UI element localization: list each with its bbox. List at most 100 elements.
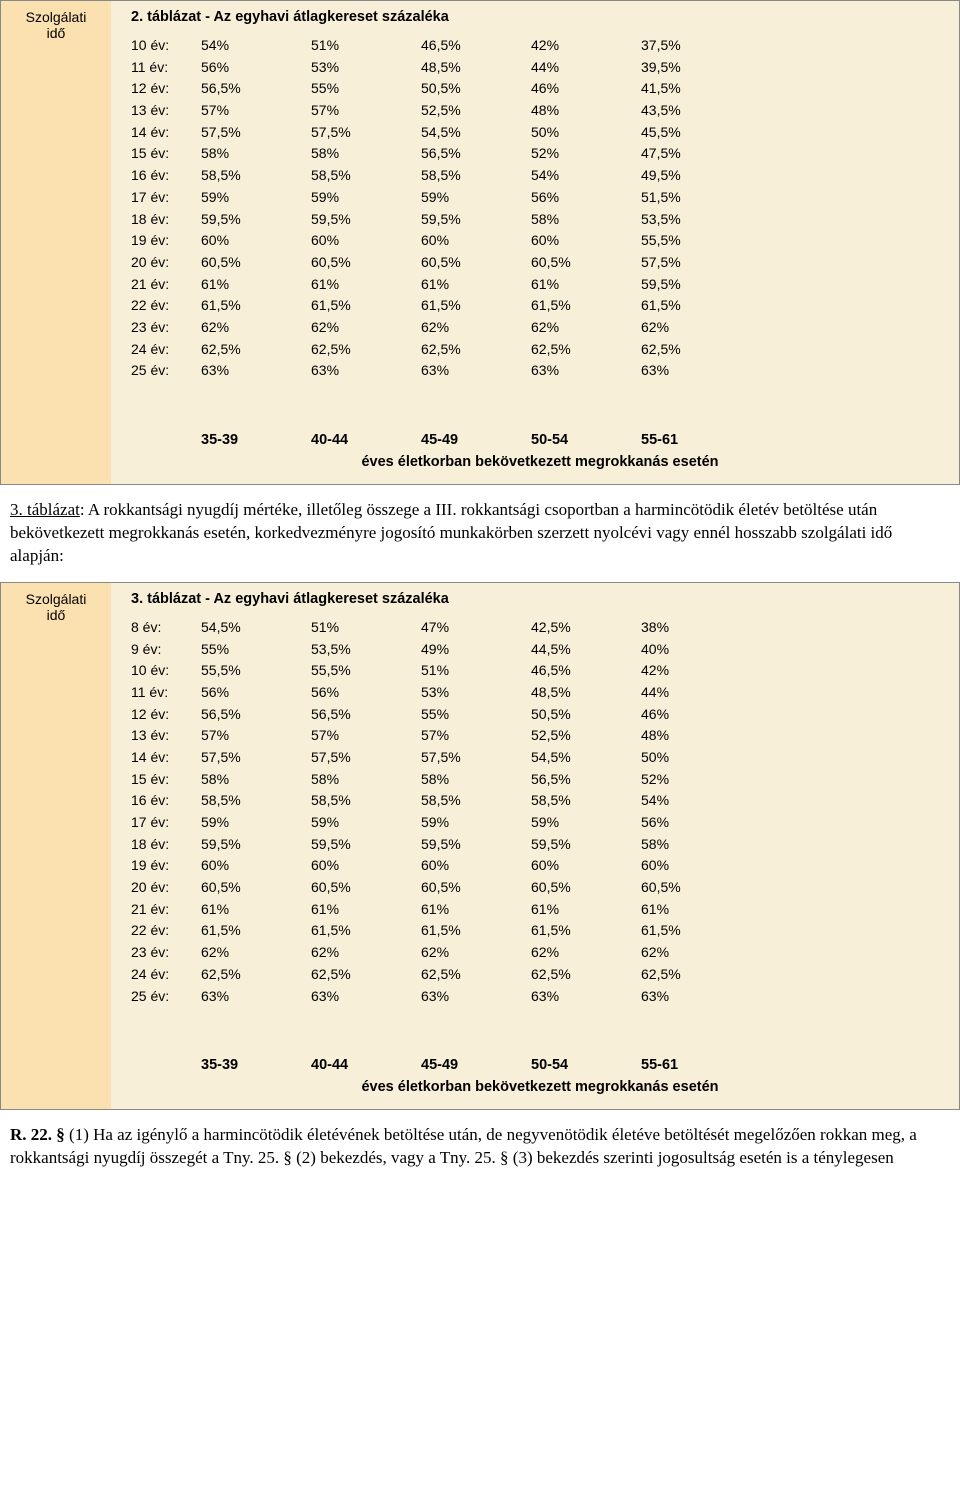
row-cell: 46% [641, 704, 751, 726]
row-cell: 62% [421, 317, 531, 339]
row-cell: 53,5% [641, 209, 751, 231]
row-cell: 59% [201, 812, 311, 834]
row-cell: 52,5% [531, 725, 641, 747]
row-cell: 63% [531, 986, 641, 1008]
row-cell: 59% [421, 812, 531, 834]
row-cell: 48% [531, 100, 641, 122]
table-row: 16 év:58,5%58,5%58,5%58,5%54% [131, 790, 949, 812]
row-cell: 61% [201, 899, 311, 921]
row-cell: 61,5% [311, 295, 421, 317]
row-cell: 52% [531, 143, 641, 165]
row-cell: 57,5% [201, 747, 311, 769]
row-cell: 59,5% [421, 834, 531, 856]
paragraph-table3-intro: 3. táblázat: A rokkantsági nyugdíj mérté… [0, 485, 960, 582]
row-cell: 53% [421, 682, 531, 704]
footer-age-cell: 35-39 [201, 1057, 311, 1073]
table-row: 21 év:61%61%61%61%59,5% [131, 274, 949, 296]
table-row: 20 év:60,5%60,5%60,5%60,5%60,5% [131, 877, 949, 899]
row-cell: 51% [311, 35, 421, 57]
row-cell: 58% [201, 769, 311, 791]
row-cell: 59,5% [421, 209, 531, 231]
row-cell: 61,5% [421, 920, 531, 942]
row-cell: 63% [421, 360, 531, 382]
para2-text: (1) Ha az igénylő a harmincötödik életév… [10, 1125, 917, 1167]
row-cell: 60% [531, 230, 641, 252]
row-cell: 56% [641, 812, 751, 834]
row-label: 15 év: [131, 769, 201, 791]
table-row: 9 év:55%53,5%49%44,5%40% [131, 639, 949, 661]
row-cell: 60% [421, 855, 531, 877]
footer-age-cell: 45-49 [421, 432, 531, 448]
row-cell: 51% [421, 660, 531, 682]
row-label: 19 év: [131, 855, 201, 877]
row-cell: 63% [201, 986, 311, 1008]
row-cell: 48,5% [421, 57, 531, 79]
row-cell: 58,5% [201, 790, 311, 812]
row-cell: 46% [531, 78, 641, 100]
row-cell: 60,5% [531, 877, 641, 899]
table3-title: 3. táblázat - Az egyhavi átlagkereset sz… [131, 583, 949, 617]
table-row: 17 év:59%59%59%59%56% [131, 812, 949, 834]
row-cell: 56,5% [531, 769, 641, 791]
row-cell: 58% [311, 143, 421, 165]
row-cell: 44,5% [531, 639, 641, 661]
row-cell: 51% [311, 617, 421, 639]
table-row: 19 év:60%60%60%60%60% [131, 855, 949, 877]
footer-age-cell: 55-61 [641, 432, 751, 448]
row-cell: 62,5% [531, 964, 641, 986]
row-cell: 56% [531, 187, 641, 209]
table2-footer-caption: éves életkorban bekövetkezett megrokkaná… [131, 448, 949, 484]
row-cell: 52,5% [421, 100, 531, 122]
row-cell: 61% [311, 274, 421, 296]
table2-sidebar-line2: idő [47, 25, 66, 41]
table3-rows: 8 év:54,5%51%47%42,5%38%9 év:55%53,5%49%… [131, 617, 949, 1047]
row-cell: 56,5% [201, 78, 311, 100]
para2-bold: R. 22. § [10, 1125, 65, 1144]
row-cell: 61,5% [421, 295, 531, 317]
para1-rest: : A rokkantsági nyugdíj mértéke, illetől… [10, 500, 892, 565]
row-label: 11 év: [131, 57, 201, 79]
table-row: 10 év:55,5%55,5%51%46,5%42% [131, 660, 949, 682]
table-row: 22 év:61,5%61,5%61,5%61,5%61,5% [131, 295, 949, 317]
table-row: 24 év:62,5%62,5%62,5%62,5%62,5% [131, 339, 949, 361]
row-label: 25 év: [131, 360, 201, 382]
row-label: 24 év: [131, 964, 201, 986]
row-cell: 57,5% [421, 747, 531, 769]
row-label: 10 év: [131, 35, 201, 57]
table-row: 14 év:57,5%57,5%57,5%54,5%50% [131, 747, 949, 769]
row-cell: 59% [531, 812, 641, 834]
para1-lead-underline: 3. táblázat [10, 500, 80, 519]
table-row: 17 év:59%59%59%56%51,5% [131, 187, 949, 209]
table2-main: 2. táblázat - Az egyhavi átlagkereset sz… [111, 1, 959, 484]
row-cell: 62,5% [641, 339, 751, 361]
row-cell: 47,5% [641, 143, 751, 165]
row-cell: 57% [201, 100, 311, 122]
row-label: 23 év: [131, 942, 201, 964]
footer-spacer [131, 432, 201, 448]
row-cell: 54% [201, 35, 311, 57]
table3-main: 3. táblázat - Az egyhavi átlagkereset sz… [111, 583, 959, 1109]
row-label: 24 év: [131, 339, 201, 361]
row-cell: 46,5% [421, 35, 531, 57]
row-label: 13 év: [131, 725, 201, 747]
table-row: 10 év:54%51%46,5%42%37,5% [131, 35, 949, 57]
row-cell: 54% [641, 790, 751, 812]
row-cell: 46,5% [531, 660, 641, 682]
row-label: 25 év: [131, 986, 201, 1008]
row-cell: 50,5% [421, 78, 531, 100]
row-cell: 63% [421, 986, 531, 1008]
row-cell: 57,5% [311, 122, 421, 144]
row-cell: 54% [531, 165, 641, 187]
row-label: 21 év: [131, 899, 201, 921]
row-cell: 61% [201, 274, 311, 296]
table2-footer-ages: 35-3940-4445-4950-5455-61 [131, 422, 949, 448]
row-cell: 61% [641, 899, 751, 921]
row-cell: 62,5% [201, 339, 311, 361]
row-cell: 61,5% [531, 295, 641, 317]
table-row: 25 év:63%63%63%63%63% [131, 986, 949, 1008]
row-label: 16 év: [131, 165, 201, 187]
row-cell: 57,5% [641, 252, 751, 274]
row-cell: 42% [641, 660, 751, 682]
row-cell: 58% [641, 834, 751, 856]
row-cell: 58,5% [311, 790, 421, 812]
